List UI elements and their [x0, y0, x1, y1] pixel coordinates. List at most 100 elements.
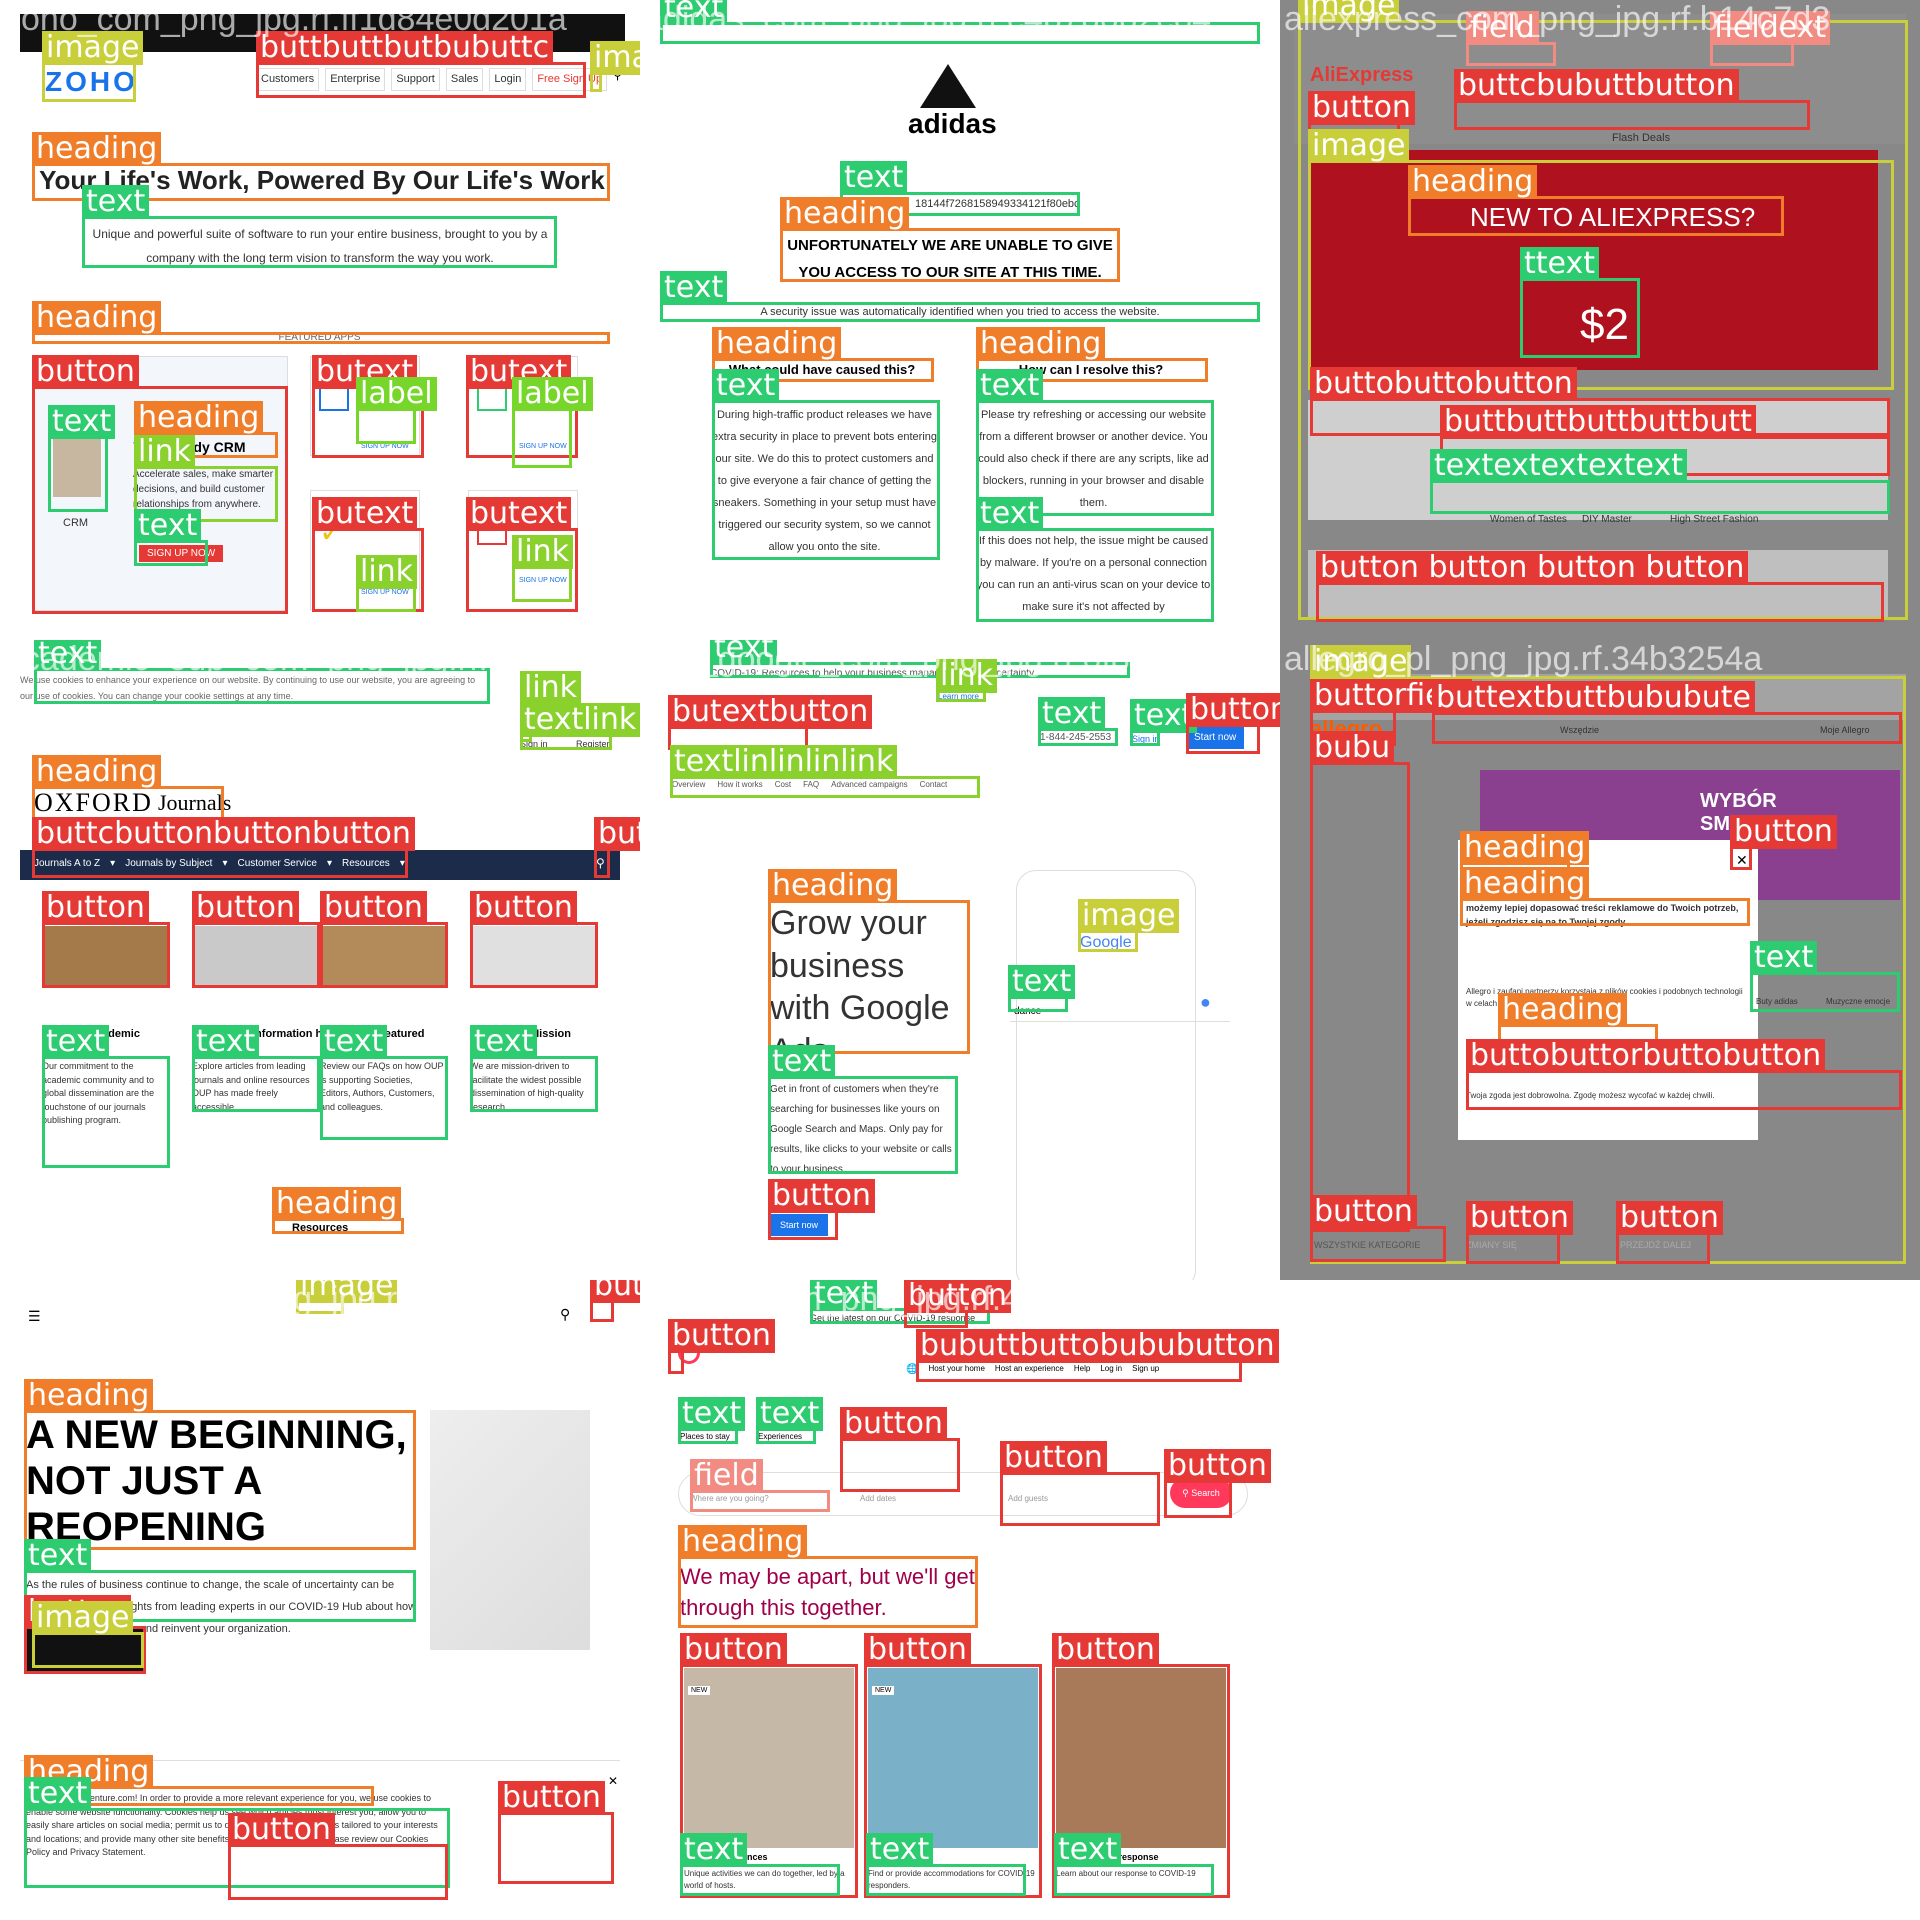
card-title[interactable]: Our COVID-19 response	[1056, 1852, 1159, 1862]
guests-input[interactable]: Add guests	[1008, 1494, 1049, 1503]
crm-card[interactable]: CRM Your Ready CRM Accelerate sales, mak…	[32, 356, 288, 611]
card-title[interactable]: Information hub	[252, 1028, 336, 1040]
airbnb-logo-icon[interactable]	[678, 1342, 700, 1364]
register-link[interactable]: Register	[576, 739, 610, 749]
card-image-frontline[interactable]	[868, 1668, 1038, 1848]
google-wordmark: Google	[1080, 934, 1132, 951]
nav-support[interactable]: Support	[391, 68, 440, 91]
nav-help[interactable]: Help	[1073, 1364, 1091, 1373]
nav-login[interactable]: Log in	[1100, 1364, 1123, 1373]
card-image-hub[interactable]	[192, 926, 317, 986]
empty-tile	[1280, 1280, 1920, 1920]
allegro-logo[interactable]: allegro	[1310, 716, 1383, 741]
card-image-mission[interactable]	[470, 926, 595, 986]
search-icon[interactable]: ⚲	[613, 68, 622, 82]
nav-cost[interactable]: Cost	[774, 780, 792, 789]
flash-deals-link[interactable]: Flash Deals	[1612, 132, 1671, 144]
app-signup-link[interactable]: SIGN UP NOW	[519, 577, 567, 584]
my-allegro-link[interactable]: Moje Allegro	[1820, 725, 1870, 735]
tab-places[interactable]: Places to stay	[680, 1432, 730, 1441]
mock-search-input[interactable]: dance	[1010, 1002, 1230, 1022]
card-title[interactable]: Academic	[88, 1028, 140, 1040]
nav-faq[interactable]: FAQ	[803, 780, 820, 789]
card-title[interactable]: Frontline Stays	[868, 1852, 934, 1862]
menu-resources[interactable]: Resources	[342, 858, 390, 869]
location-input[interactable]: Where are you going?	[690, 1494, 769, 1503]
card-text: We are mission-driven to facilitate the …	[470, 1061, 584, 1112]
aliexpress-logo[interactable]: AliExpress	[1310, 64, 1414, 86]
promo-price: $2	[1580, 300, 1629, 349]
nav-sales[interactable]: Sales	[445, 68, 484, 91]
app-card-mail[interactable]: Mail SIGN UP NOW	[310, 356, 420, 456]
tile-label[interactable]: Buty adidas	[1756, 997, 1798, 1006]
card-badge: NEW	[688, 1686, 711, 1695]
modal-body: Allegro i zaufani partnerzy korzystają z…	[1466, 987, 1743, 1008]
app-signup-link[interactable]: SIGN UP NOW	[519, 443, 567, 450]
tile-label[interactable]: Muzyczne emocje	[1826, 997, 1891, 1006]
crm-signup-button[interactable]: SIGN UP NOW	[139, 545, 224, 562]
hero-heading: We may be apart, but we'll get through t…	[680, 1564, 975, 1620]
search-icon[interactable]: ⚲	[596, 856, 605, 870]
zoho-headline: Your Life's Work, Powered By Our Life's …	[39, 165, 605, 195]
nav-signup[interactable]: Sign up	[1132, 1364, 1160, 1373]
nav-how[interactable]: How it works	[717, 780, 763, 789]
app-signup-link[interactable]: SIGN UP NOW	[361, 589, 409, 596]
modal-privacy: Twoja zgoda jest dobrowolna. Zgodę możes…	[1466, 1091, 1715, 1100]
card-title[interactable]: Mission	[530, 1028, 571, 1040]
close-icon[interactable]: ✕	[1736, 852, 1748, 868]
start-now-header-button[interactable]: Start now	[1186, 726, 1245, 749]
signin-link[interactable]: Sign in	[520, 739, 548, 749]
covid-banner[interactable]: Get the latest on our COVID-19 response	[810, 1313, 976, 1323]
menu-journals-subject[interactable]: Journals by Subject	[125, 858, 213, 869]
airbnb-tile: airbnb_com_png_jpg.rf.4d83529dd756bc6 Ge…	[640, 1280, 1280, 1920]
card-image-online[interactable]	[684, 1668, 854, 1848]
nav-enterprise[interactable]: Enterprise	[325, 68, 386, 91]
card-title[interactable]: Online Experiences	[684, 1852, 768, 1862]
dates-input[interactable]: Add dates	[860, 1494, 897, 1503]
tab-women[interactable]: Women of Tastes	[1490, 514, 1567, 525]
menu-journals-az[interactable]: Journals A to Z	[34, 858, 101, 869]
nav-customers[interactable]: Customers	[256, 68, 320, 91]
app-signup-link[interactable]: SIGN UP NOW	[361, 443, 409, 450]
nav-signup[interactable]: Free Sign Up	[532, 68, 608, 91]
all-categories-button[interactable]: WSZYSTKIE KATEGORIE	[1314, 1240, 1421, 1250]
menu-customer-service[interactable]: Customer Service	[237, 858, 317, 869]
start-now-button[interactable]: Start now	[770, 1214, 829, 1236]
resolve-text: Please try refreshing or accessing our w…	[978, 409, 1209, 509]
globe-icon[interactable]: 🌐	[906, 1364, 919, 1375]
nav-login[interactable]: Login	[489, 68, 527, 91]
mic-icon[interactable]: ●	[1200, 992, 1211, 1012]
nav-overview[interactable]: Overview	[672, 780, 706, 789]
learn-more-link[interactable]: Learn more	[938, 692, 979, 701]
modal-text: możemy lepiej dopasować treści reklamowe…	[1466, 903, 1739, 927]
nav-host-home[interactable]: Host your home	[928, 1364, 985, 1373]
app-name: Books	[514, 379, 542, 390]
accept-button[interactable]: PRZEJDŹ DALEJ	[1620, 1240, 1692, 1250]
adidas-logo-icon	[920, 64, 976, 108]
app-card-books[interactable]: Books SIGN UP NOW	[468, 356, 578, 456]
signin-link[interactable]: Sign in	[1132, 734, 1160, 744]
cookie-text: Welcome to accenture.com! In order to pr…	[26, 1793, 438, 1857]
nav-advanced[interactable]: Advanced campaigns	[831, 780, 908, 789]
card-image-response[interactable]	[1056, 1668, 1226, 1848]
app-card-projects[interactable]: ✓ Projects SIGN UP NOW	[310, 490, 420, 610]
tab-experiences[interactable]: Experiences	[758, 1432, 803, 1441]
card-image-academic[interactable]	[42, 926, 167, 986]
menu-icon[interactable]: ☰	[28, 1308, 41, 1324]
nav-host-experience[interactable]: Host an experience	[994, 1364, 1064, 1373]
search-button[interactable]: ⚲ Search	[1170, 1478, 1232, 1508]
nav-contact[interactable]: Contact	[919, 780, 948, 789]
app-card-analytics[interactable]: Analytics SIGN UP NOW	[468, 490, 578, 610]
zoho-logo[interactable]: ZOHO	[45, 66, 138, 97]
cookie-close-icon[interactable]: ✕	[608, 1774, 619, 1788]
tab-fashion[interactable]: High Street Fashion	[1670, 514, 1759, 525]
search-category-select[interactable]: Wszędzie	[1560, 725, 1600, 735]
search-icon[interactable]: ⚲	[560, 1306, 571, 1322]
tab-diy[interactable]: DIY Master	[1582, 514, 1632, 525]
hero-arrow-button[interactable]	[26, 1628, 144, 1672]
card-image-featured[interactable]	[320, 926, 445, 986]
card-title[interactable]: Featured	[378, 1028, 425, 1040]
oxford-logo[interactable]: OXFORD	[34, 788, 153, 817]
adidas-page: adidas 18144f7268158949334121f80ebc UNFO…	[640, 0, 1280, 640]
settings-button[interactable]: ZMIANY SIĘ	[1466, 1240, 1517, 1250]
